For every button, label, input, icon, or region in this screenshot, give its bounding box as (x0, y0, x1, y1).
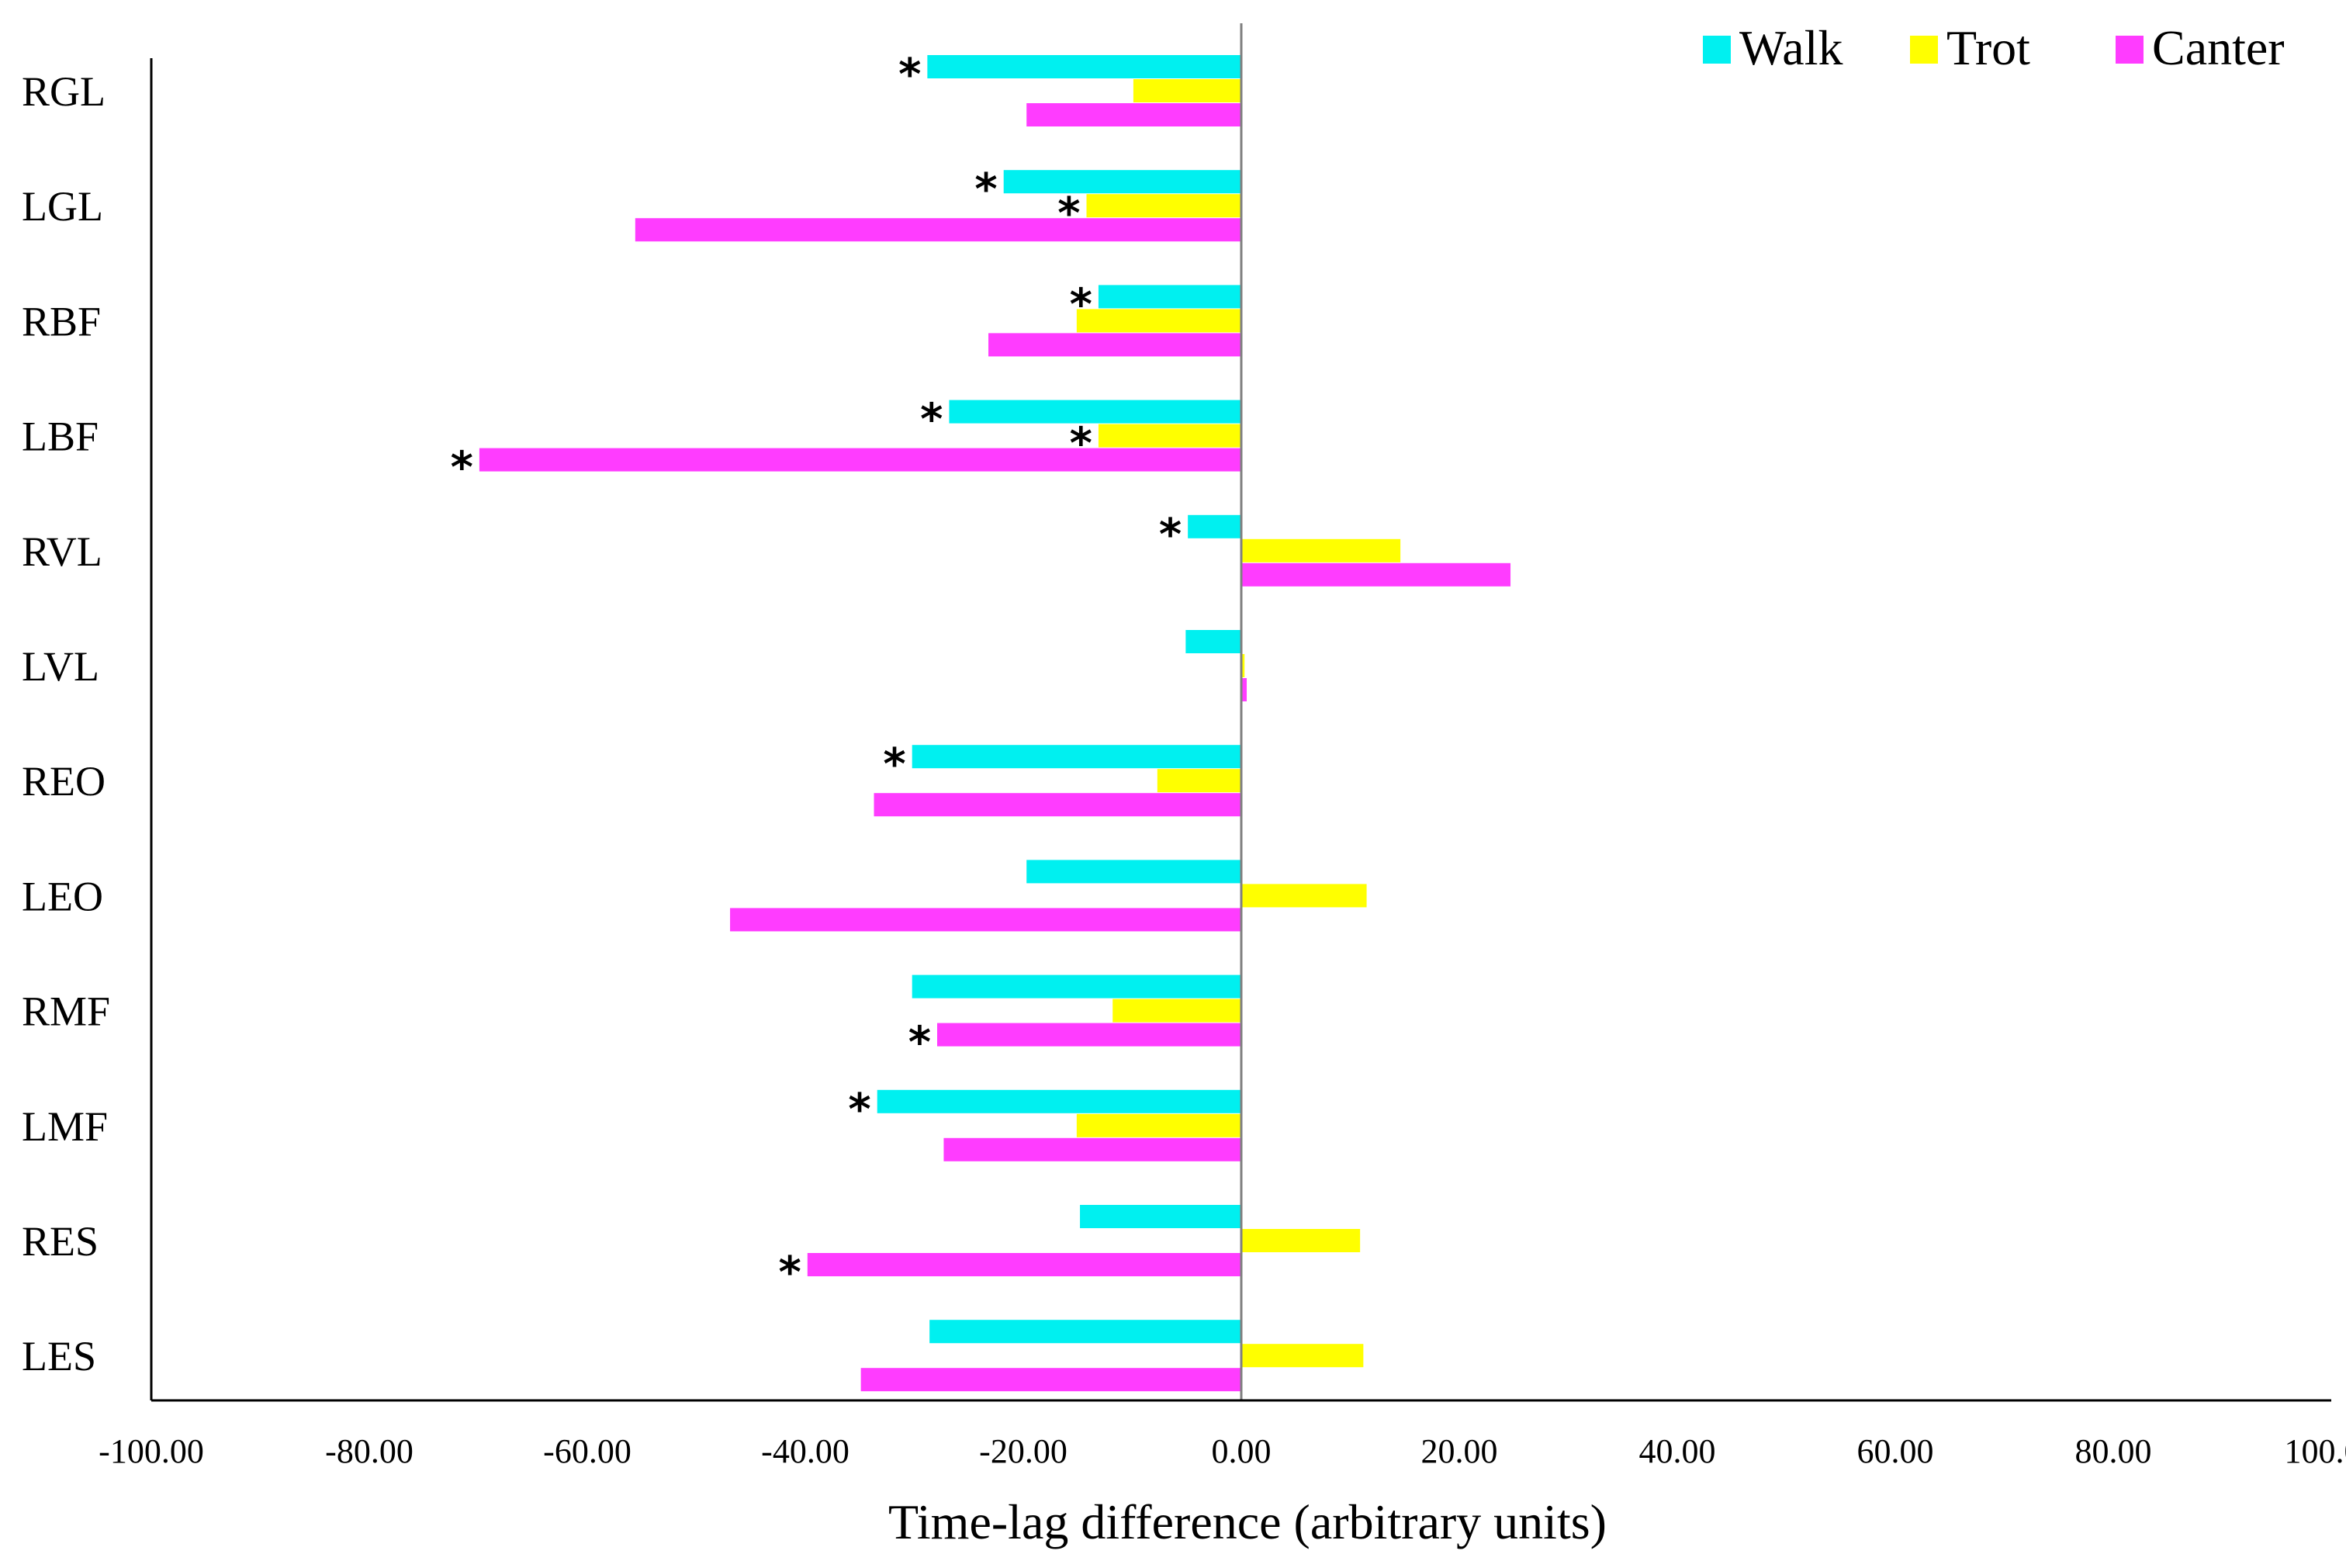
x-tick-label: -80.00 (325, 1432, 413, 1470)
bar-walk-lvl (1185, 630, 1241, 653)
legend: Walk Trot Canter (1703, 20, 2285, 75)
significance-markers: * * * * * * * * * * * * (451, 50, 1182, 1298)
x-tick-label: 0.00 (1212, 1432, 1272, 1470)
bar-walk-lgl (1003, 170, 1241, 194)
legend-label-canter: Canter (2152, 20, 2285, 75)
category-label-reo: REO (22, 758, 106, 805)
bar-trot-lbf (1098, 424, 1241, 448)
significance-star-walk-lmf: * (848, 1085, 870, 1135)
significance-star-canter-rmf: * (908, 1018, 931, 1068)
bar-canter-rbf (988, 333, 1241, 357)
category-label-lvl: LVL (22, 643, 99, 690)
legend-label-walk: Walk (1739, 20, 1843, 75)
significance-star-walk-rgl: * (898, 50, 921, 100)
bar-canter-rmf (937, 1023, 1241, 1047)
significance-star-walk-rvl: * (1159, 510, 1182, 560)
x-tick-label: 100.00 (2285, 1432, 2346, 1470)
significance-star-walk-reo: * (883, 739, 905, 790)
bar-trot-reo (1157, 769, 1241, 793)
x-tick-label: -20.00 (979, 1432, 1067, 1470)
bar-walk-res (1080, 1205, 1241, 1228)
category-label-rvl: RVL (22, 528, 102, 575)
bar-walk-reo (912, 745, 1241, 769)
category-label-rgl: RGL (22, 68, 106, 115)
bar-canter-lgl (635, 218, 1241, 242)
bar-trot-les (1241, 1344, 1364, 1368)
significance-star-canter-res: * (779, 1248, 801, 1298)
category-label-rbf: RBF (22, 298, 101, 344)
category-label-lmf: LMF (22, 1103, 108, 1150)
legend-swatch-canter (2116, 36, 2144, 64)
category-labels: RGL LGL RBF LBF RVL LVL REO LEO RMF LMF RES LES (22, 68, 110, 1379)
bar-canter-rvl (1241, 562, 1511, 587)
category-label-lgl: LGL (22, 183, 103, 230)
x-tick-label: -100.00 (99, 1432, 204, 1470)
bar-walk-rbf (1098, 285, 1241, 309)
bar-walk-lmf (877, 1089, 1241, 1113)
bar-trot-lmf (1076, 1113, 1241, 1137)
x-tick-label: 60.00 (1857, 1432, 1934, 1470)
x-tick-label: 80.00 (2075, 1432, 2152, 1470)
x-tick-labels: -100.00 -80.00 -60.00 -40.00 -20.00 0.00 20.00… (99, 1432, 2346, 1470)
significance-star-walk-lbf: * (920, 395, 943, 445)
bar-canter-lmf (943, 1137, 1241, 1161)
bar-trot-res (1241, 1229, 1361, 1252)
bars-layer (479, 55, 1511, 1392)
significance-star-trot-lbf: * (1070, 419, 1092, 469)
significance-star-walk-rbf: * (1070, 279, 1092, 330)
category-label-leo: LEO (22, 873, 103, 919)
bar-canter-reo (874, 793, 1241, 817)
category-label-res: RES (22, 1218, 99, 1265)
bar-canter-rgl (1026, 103, 1241, 126)
bar-walk-rvl (1188, 514, 1241, 538)
significance-star-trot-lgl: * (1057, 189, 1080, 239)
x-axis-title: Time-lag difference (arbitrary units) (888, 1494, 1607, 1549)
bar-trot-lgl (1086, 194, 1241, 218)
bar-walk-lbf (949, 400, 1241, 424)
bar-canter-lvl (1241, 678, 1247, 701)
x-tick-label: 40.00 (1639, 1432, 1716, 1470)
bar-trot-rmf (1112, 999, 1241, 1023)
significance-star-canter-lbf: * (451, 443, 473, 493)
legend-label-trot: Trot (1946, 20, 2030, 75)
bar-trot-rgl (1133, 79, 1241, 102)
bar-trot-rbf (1076, 309, 1241, 333)
category-label-lbf: LBF (22, 414, 99, 460)
bar-canter-lbf (479, 448, 1241, 472)
bar-canter-les (860, 1368, 1241, 1392)
category-label-les: LES (22, 1333, 96, 1379)
bar-trot-rvl (1241, 538, 1401, 562)
category-label-rmf: RMF (22, 988, 110, 1035)
x-tick-label: -60.00 (543, 1432, 631, 1470)
significance-star-walk-lgl: * (974, 164, 997, 215)
bar-walk-leo (1026, 860, 1241, 884)
bar-walk-rmf (912, 974, 1241, 999)
bar-trot-lvl (1241, 654, 1245, 677)
x-tick-label: 20.00 (1421, 1432, 1498, 1470)
bar-trot-leo (1241, 884, 1367, 908)
x-tick-label: -40.00 (761, 1432, 849, 1470)
bar-canter-leo (730, 908, 1241, 932)
bar-walk-rgl (927, 55, 1241, 78)
bar-walk-les (929, 1320, 1241, 1344)
legend-swatch-trot (1910, 36, 1938, 64)
bar-canter-res (807, 1253, 1241, 1276)
legend-swatch-walk (1703, 36, 1731, 64)
